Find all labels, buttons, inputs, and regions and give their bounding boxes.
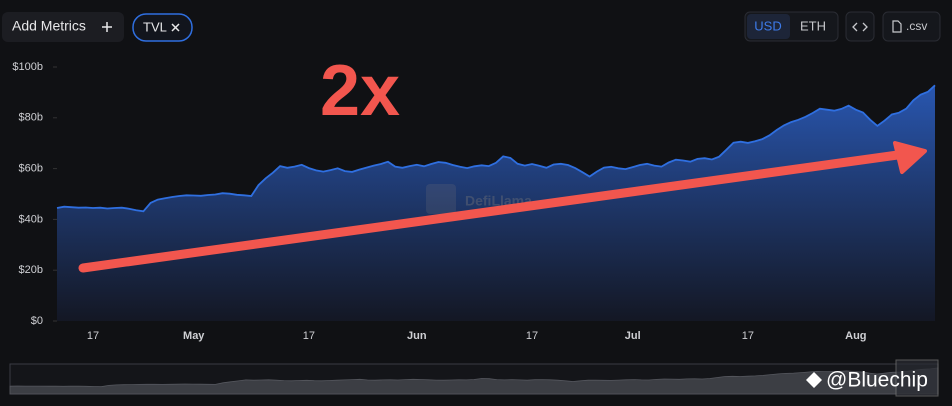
credit-logo (806, 372, 822, 388)
csv-label: .csv (906, 19, 927, 33)
code-icon (852, 22, 868, 32)
brush-series (9, 367, 939, 395)
x-tick-label: 17 (526, 330, 538, 342)
plus-icon (102, 22, 112, 32)
x-tick-label: 17 (87, 330, 99, 342)
x-tick-label: 17 (303, 330, 315, 342)
y-tick-label: $40b (19, 213, 43, 225)
brush-area (9, 367, 939, 395)
y-tick-label: $0 (31, 315, 43, 327)
credit: @Bluechip (826, 369, 928, 392)
eth-button[interactable]: ETH (800, 18, 826, 33)
usd-active[interactable] (747, 14, 790, 39)
embed-button[interactable] (845, 11, 875, 42)
x-tick-label: Jul (625, 330, 641, 342)
arrow-head (893, 141, 927, 174)
trend-arrow (78, 149, 910, 273)
add-metrics-label: Add Metrics (12, 18, 86, 34)
y-tick-label: $20b (19, 264, 43, 276)
y-tick-label: $80b (19, 112, 43, 124)
add-metrics-button[interactable] (2, 12, 124, 42)
area (57, 85, 935, 321)
tvl-chip[interactable] (132, 13, 193, 42)
x-tick-label: May (183, 330, 205, 342)
y-tick-label: $100b (12, 61, 43, 73)
watermark-logo (426, 184, 456, 214)
usd-button[interactable]: USD (754, 18, 781, 33)
x-tick-label: Aug (845, 330, 866, 342)
close-icon[interactable] (171, 23, 180, 32)
x-tick-label: Jun (407, 330, 427, 342)
x-tick-label: 17 (742, 330, 754, 342)
line (56, 84, 936, 213)
tvl-chip-label: TVL (143, 19, 167, 34)
file-icon (892, 20, 902, 33)
csv-button[interactable] (882, 11, 941, 42)
plot-area: $0 $20b $40b $60b $80b $100b 17 May 17 Jun 17 Jul 17… (12, 61, 936, 342)
brush-handle[interactable] (895, 359, 939, 397)
y-tick-label: $60b (19, 163, 43, 175)
annotation: 2x (320, 51, 400, 131)
